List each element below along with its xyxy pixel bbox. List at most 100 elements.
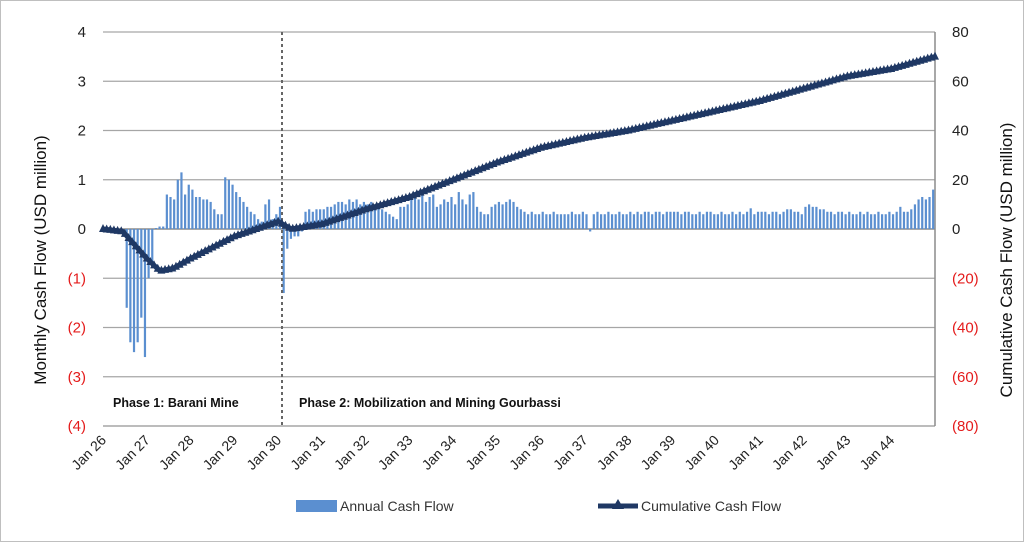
bar-monthly-cash-flow	[837, 211, 840, 229]
bar-monthly-cash-flow	[165, 194, 168, 229]
y-axis-title: Monthly Cash Flow (USD million)	[31, 135, 50, 384]
bar-monthly-cash-flow	[151, 229, 154, 264]
bar-monthly-cash-flow	[895, 211, 898, 229]
phase-1-label: Phase 1: Barani Mine	[113, 396, 239, 410]
bar-monthly-cash-flow	[694, 214, 698, 229]
bar-monthly-cash-flow	[603, 214, 606, 229]
bar-monthly-cash-flow	[227, 179, 230, 229]
bar-monthly-cash-flow	[651, 214, 654, 229]
bar-monthly-cash-flow	[220, 214, 223, 229]
bar-monthly-cash-flow	[928, 196, 931, 229]
cumulative-marker	[146, 256, 155, 265]
bar-monthly-cash-flow	[800, 214, 803, 229]
bar-monthly-cash-flow	[362, 201, 366, 229]
bar-monthly-cash-flow	[293, 229, 296, 237]
bar-monthly-cash-flow	[665, 211, 668, 229]
bar-monthly-cash-flow	[811, 206, 814, 229]
bar-monthly-cash-flow	[585, 214, 588, 229]
bar-monthly-cash-flow	[709, 211, 712, 229]
bar-monthly-cash-flow	[486, 214, 490, 229]
bar-monthly-cash-flow	[829, 211, 833, 229]
bar-monthly-cash-flow	[727, 214, 730, 229]
bar-monthly-cash-flow	[906, 211, 909, 229]
bar-monthly-cash-flow	[209, 201, 212, 229]
bar-monthly-cash-flow	[446, 201, 449, 229]
bar-monthly-cash-flow	[311, 211, 314, 229]
legend-label-cumulative: Cumulative Cash Flow	[641, 498, 782, 514]
y-tick-label: 3	[78, 73, 86, 90]
cumulative-marker	[142, 253, 151, 262]
bar-monthly-cash-flow	[154, 228, 158, 229]
bar-monthly-cash-flow	[632, 214, 636, 229]
bar-monthly-cash-flow	[899, 206, 902, 229]
bar-monthly-cash-flow	[464, 204, 468, 229]
bar-monthly-cash-flow	[304, 211, 307, 229]
bar-monthly-cash-flow	[844, 214, 847, 229]
bar-monthly-cash-flow	[377, 204, 380, 229]
y2-tick-label: (20)	[952, 270, 979, 287]
bar-monthly-cash-flow	[530, 211, 533, 229]
bar-monthly-cash-flow	[548, 214, 552, 229]
bar-monthly-cash-flow	[669, 211, 672, 229]
y2-tick-label: 80	[952, 24, 969, 41]
bar-monthly-cash-flow	[672, 211, 676, 229]
bar-monthly-cash-flow	[735, 214, 738, 229]
bar-monthly-cash-flow	[917, 199, 920, 229]
y-tick-label: (3)	[68, 369, 86, 386]
bar-monthly-cash-flow	[256, 219, 260, 229]
y2-axis-title: Cumulative Cash Flow (USD million)	[997, 123, 1016, 398]
cumulative-marker	[150, 260, 159, 269]
bar-monthly-cash-flow	[534, 214, 537, 229]
bar-monthly-cash-flow	[610, 214, 614, 229]
bar-monthly-cash-flow	[392, 216, 395, 229]
bar-monthly-cash-flow	[614, 214, 617, 229]
bar-monthly-cash-flow	[749, 208, 752, 229]
bar-monthly-cash-flow	[322, 209, 325, 229]
bar-monthly-cash-flow	[840, 211, 844, 229]
bar-monthly-cash-flow	[647, 211, 650, 229]
bar-monthly-cash-flow	[366, 204, 369, 229]
bar-monthly-cash-flow	[267, 199, 271, 229]
bar-monthly-cash-flow	[563, 214, 566, 229]
bar-monthly-cash-flow	[329, 206, 333, 229]
bar-monthly-cash-flow	[570, 211, 574, 229]
bar-monthly-cash-flow	[140, 229, 143, 318]
bar-monthly-cash-flow	[395, 219, 398, 229]
bar-monthly-cash-flow	[143, 229, 147, 358]
bar-monthly-cash-flow	[508, 199, 511, 229]
cumulative-marker	[175, 259, 184, 268]
bar-monthly-cash-flow	[370, 201, 373, 229]
bar-monthly-cash-flow	[319, 209, 322, 229]
bar-monthly-cash-flow	[760, 211, 763, 229]
bar-monthly-cash-flow	[833, 214, 836, 229]
bar-monthly-cash-flow	[373, 206, 376, 229]
bar-monthly-cash-flow	[888, 211, 891, 229]
bar-monthly-cash-flow	[253, 214, 256, 229]
bar-monthly-cash-flow	[483, 214, 486, 229]
bar-monthly-cash-flow	[924, 199, 927, 229]
bar-monthly-cash-flow	[621, 214, 625, 229]
bar-monthly-cash-flow	[607, 211, 610, 229]
bar-monthly-cash-flow	[636, 211, 639, 229]
bar-monthly-cash-flow	[541, 211, 544, 229]
bar-monthly-cash-flow	[198, 196, 201, 229]
bar-monthly-cash-flow	[497, 201, 501, 229]
y2-tick-label: 0	[952, 221, 960, 238]
y2-tick-label: 40	[952, 123, 969, 140]
bar-monthly-cash-flow	[337, 201, 340, 229]
bar-monthly-cash-flow	[731, 211, 734, 229]
bar-monthly-cash-flow	[527, 214, 530, 229]
bar-monthly-cash-flow	[308, 209, 311, 229]
bar-monthly-cash-flow	[625, 214, 628, 229]
y2-tick-label: 60	[952, 73, 969, 90]
bar-monthly-cash-flow	[424, 201, 428, 229]
bar-monthly-cash-flow	[388, 214, 391, 229]
legend: Annual Cash Flow Cumulative Cash Flow	[296, 498, 782, 514]
bar-monthly-cash-flow	[640, 214, 643, 229]
bar-monthly-cash-flow	[724, 214, 727, 229]
y2-tick-label: (60)	[952, 369, 979, 386]
bar-monthly-cash-flow	[545, 214, 548, 229]
bar-monthly-cash-flow	[654, 211, 657, 229]
bar-monthly-cash-flow	[713, 214, 716, 229]
bar-monthly-cash-flow	[216, 214, 220, 229]
